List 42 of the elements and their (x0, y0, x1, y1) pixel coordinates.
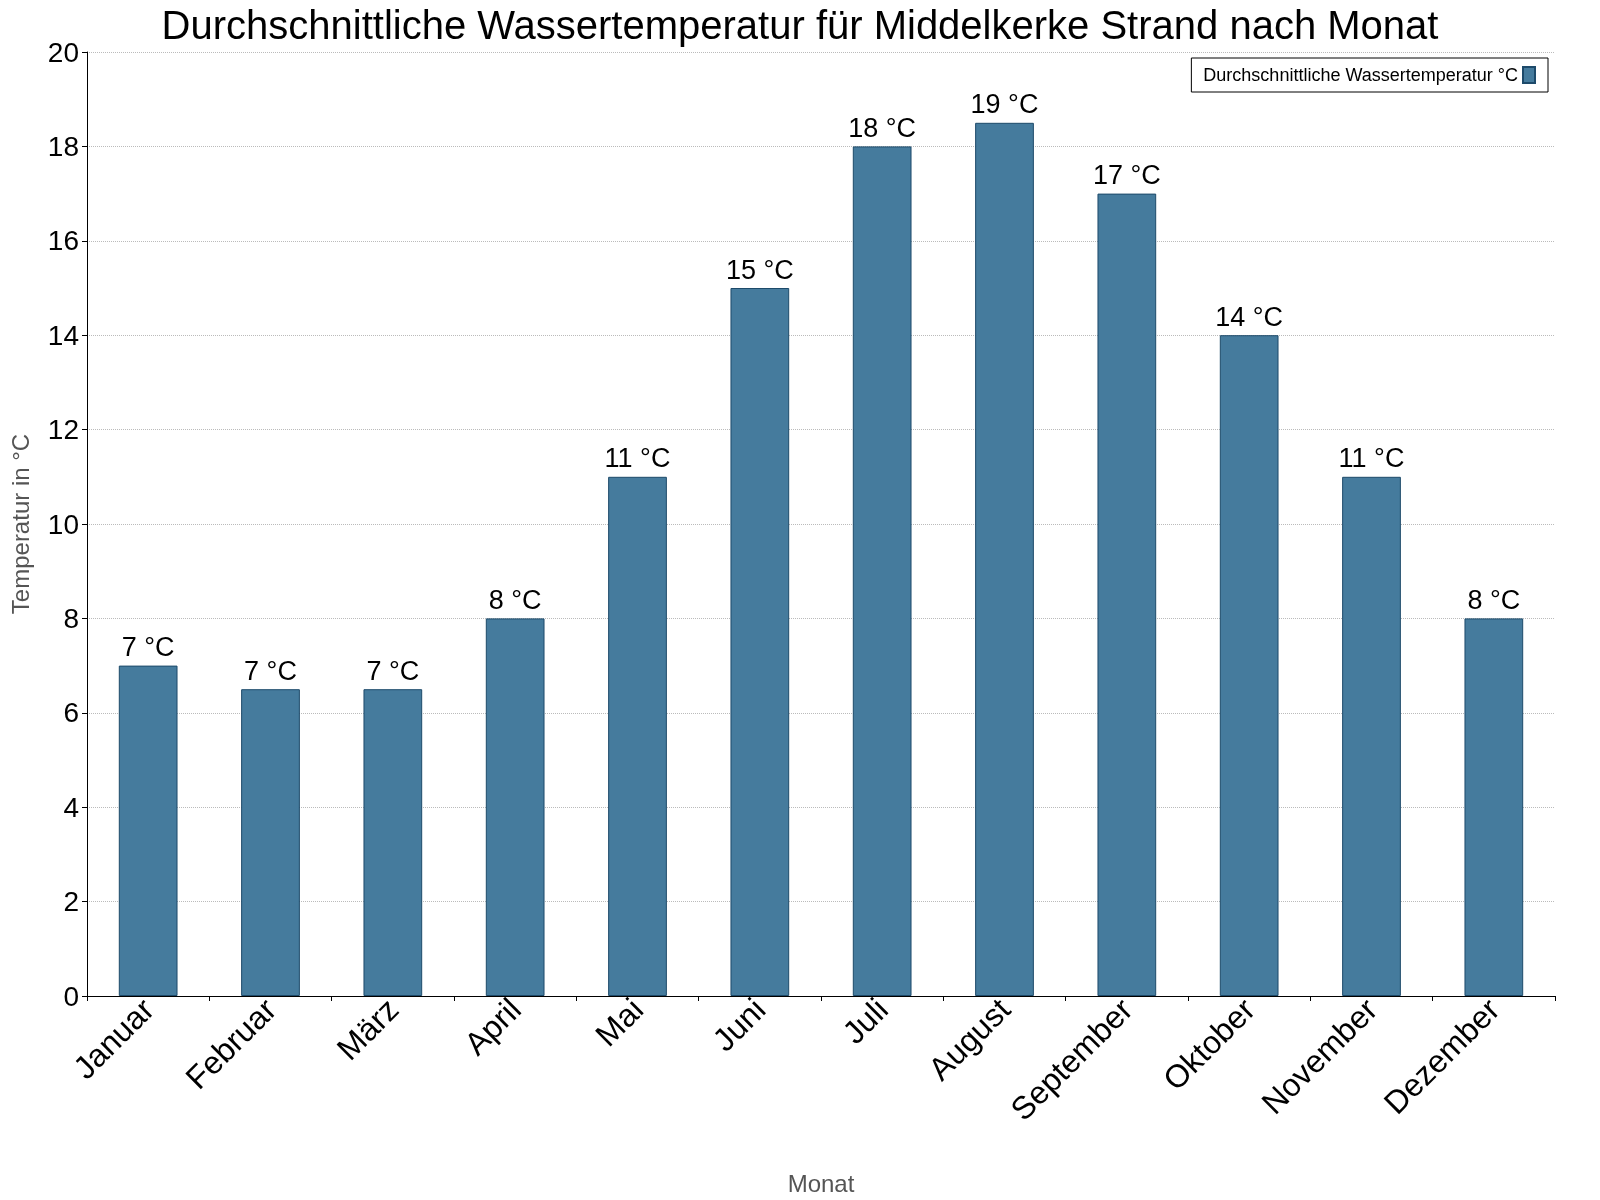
bar (730, 288, 790, 996)
bar (363, 689, 423, 996)
bar (608, 476, 667, 996)
y-axis-title: Temperatur in °C (6, 433, 34, 615)
bar (118, 665, 178, 996)
y-tick-label: 8 (63, 602, 79, 634)
y-tick-label: 10 (47, 508, 79, 540)
y-tick-label: 16 (47, 225, 79, 257)
chart-title: Durchschnittliche Wassertemperatur für Middelkerke Strand nach Monat (161, 3, 1439, 47)
data-label: 19 °C (970, 89, 1039, 120)
bar (485, 618, 545, 996)
x-tick-label: Juni (705, 991, 773, 1059)
bar (241, 689, 300, 996)
data-label: 14 °C (1215, 301, 1284, 332)
data-label: 7 °C (366, 655, 420, 686)
bar (852, 146, 912, 996)
data-label: 8 °C (488, 584, 542, 615)
y-tick-label: 20 (47, 36, 79, 68)
y-tick-label: 18 (47, 130, 79, 162)
data-label: 17 °C (1092, 160, 1161, 191)
x-tick-label: Juli (835, 991, 895, 1051)
bar (1464, 618, 1524, 996)
data-label: 18 °C (848, 112, 917, 143)
bar (1342, 476, 1401, 996)
data-label: 7 °C (121, 632, 175, 663)
y-tick-label: 14 (47, 319, 79, 351)
bar (1097, 193, 1157, 996)
y-tick-label: 6 (63, 697, 79, 729)
legend-label: Durchschnittliche Wassertemperatur °C (1203, 65, 1518, 85)
y-tick-label: 0 (63, 980, 79, 1012)
y-tick-label: 4 (63, 791, 79, 823)
data-label: 11 °C (1338, 443, 1405, 474)
bar (975, 122, 1034, 996)
x-tick-label: Mai (588, 991, 651, 1054)
data-label: 8 °C (1467, 584, 1521, 615)
data-label: 11 °C (604, 443, 671, 474)
x-axis-title: Monat (787, 1169, 855, 1197)
data-label: 15 °C (725, 254, 794, 285)
y-tick-label: 12 (47, 414, 79, 446)
bar (1219, 335, 1279, 996)
data-label: 7 °C (244, 655, 297, 686)
y-tick-label: 2 (63, 886, 79, 918)
